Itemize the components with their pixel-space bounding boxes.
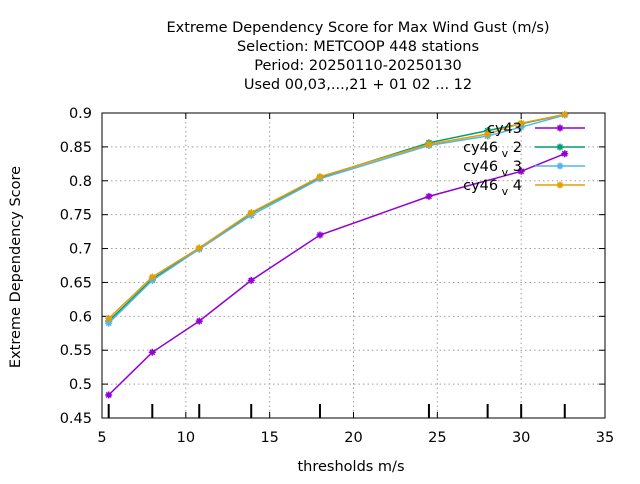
x-tick-label: 15	[260, 430, 278, 446]
data-point-cy46_v4	[561, 110, 569, 118]
marker-dot	[248, 210, 254, 215]
grid	[102, 113, 605, 418]
title-line-2: Selection: METCOOP 448 stations	[237, 39, 479, 55]
marker-dot	[518, 124, 524, 130]
data-point-cy46_v4	[105, 314, 113, 322]
x-tick-label: 10	[177, 430, 195, 446]
legend-label-suffix: 2	[508, 140, 522, 156]
data-point-cy46_v4	[316, 173, 324, 181]
series-cy43	[105, 150, 569, 399]
marker-dot	[518, 168, 524, 174]
data-point-cy46_v4	[425, 140, 433, 148]
x-tick-label: 35	[596, 430, 614, 446]
y-tick-label: 0.85	[60, 140, 92, 156]
legend-marker-cy46_v4	[556, 181, 564, 189]
legend-label-main: cy46	[463, 178, 498, 194]
x-tick-label: 30	[512, 430, 530, 446]
x-tick-label: 5	[97, 430, 106, 446]
data-point-cy43	[316, 231, 324, 239]
marker-dot	[518, 120, 524, 126]
data-point-cy43	[247, 276, 255, 284]
y-tick-label: 0.6	[69, 309, 92, 325]
series-cy46_v4	[105, 110, 569, 322]
title-line-4: Used 00,03,...,21 + 01 02 ... 12	[244, 77, 472, 93]
marker-dot	[150, 349, 155, 355]
data-point-cy46_v4	[247, 209, 255, 217]
y-tick-label: 0.5	[69, 377, 92, 393]
series-cy46_v2	[105, 110, 569, 325]
marker-dot	[557, 144, 563, 150]
x-axis-label: thresholds m/s	[297, 459, 404, 475]
marker-dot	[557, 182, 563, 188]
data-point-cy46_v4	[148, 273, 156, 281]
y-tick-label: 0.65	[60, 275, 92, 291]
title-line-1: Extreme Dependency Score for Max Wind Gu…	[166, 20, 549, 36]
title-line-3: Period: 20250110-20250130	[254, 58, 462, 74]
data-point-cy43	[561, 150, 569, 158]
legend-marker-cy46_v2	[556, 143, 564, 151]
y-axis-label: Extreme Dependency Score	[8, 166, 24, 368]
marker-dot	[248, 278, 254, 283]
legend-entry-cy46_v3: cy46 v 3	[463, 159, 585, 179]
series-cy46_v3	[105, 111, 569, 327]
data-point-cy46_v4	[195, 244, 203, 252]
series-line-cy43	[108, 153, 566, 396]
legend-label-suffix: 4	[508, 178, 522, 194]
y-tick-label: 0.55	[60, 343, 92, 359]
marker-dot	[106, 392, 112, 398]
legend-label-cy46_v2: cy46 v 2	[463, 140, 522, 160]
legend-entry-cy46_v4: cy46 v 4	[463, 178, 585, 198]
marker-dot	[557, 163, 563, 169]
legend-entry-cy46_v2: cy46 v 2	[463, 140, 585, 160]
y-tick-label: 0.45	[60, 411, 92, 427]
legend-marker-cy46_v3	[556, 162, 564, 170]
data-point-cy43	[195, 317, 203, 325]
axes: 5 10 15 20 25 30 35 0.45 0.5 0.55 0.6 0.65 0.7 0.75 0.…	[60, 106, 615, 446]
legend-label-cy46_v4: cy46 v 4	[463, 178, 522, 198]
legend-label-suffix: 3	[508, 159, 522, 175]
y-tick-label: 0.75	[60, 208, 92, 224]
legend-label-main: cy46	[463, 140, 498, 156]
y-tick-label: 0.8	[69, 174, 92, 190]
y-tick-label: 0.9	[69, 106, 92, 122]
marker-dot	[106, 316, 112, 321]
marker-dot	[317, 232, 323, 238]
legend-entry-cy43: cy43	[487, 121, 585, 137]
marker-dot	[317, 174, 323, 180]
x-tick-label: 25	[428, 430, 446, 446]
marker-dot	[196, 245, 202, 251]
chart-title: Extreme Dependency Score for Max Wind Gu…	[166, 20, 549, 93]
data-point-cy43	[148, 348, 156, 356]
marker-dot	[196, 318, 202, 324]
data-point-cy43	[425, 192, 433, 200]
legend-marker-cy43	[556, 124, 564, 132]
legend-label-cy46_v3: cy46 v 3	[463, 159, 522, 179]
marker-dot	[562, 112, 568, 117]
y-tick-label: 0.7	[69, 242, 92, 258]
data-point-cy46_v4	[517, 119, 525, 127]
marker-dot	[562, 151, 568, 156]
legend-label-sub: v	[498, 147, 508, 160]
marker-dot	[485, 131, 490, 137]
legend-label-sub: v	[498, 185, 508, 198]
marker-dot	[557, 125, 563, 131]
legend-label-cy43: cy43	[487, 121, 522, 137]
legend-label-main: cy43	[487, 121, 522, 137]
marker-dot	[150, 274, 155, 280]
marker-dot	[426, 194, 432, 199]
legend-label-sub: v	[498, 166, 508, 179]
series-layer	[105, 110, 569, 399]
data-point-cy46_v3	[105, 319, 113, 327]
data-point-cy43	[105, 391, 113, 399]
data-point-cy43	[517, 167, 525, 175]
legend-label-main: cy46	[463, 159, 498, 175]
x-tick-label: 20	[344, 430, 362, 446]
data-point-cy46_v4	[484, 130, 492, 138]
marker-dot	[106, 320, 112, 326]
marker-dot	[426, 141, 432, 147]
